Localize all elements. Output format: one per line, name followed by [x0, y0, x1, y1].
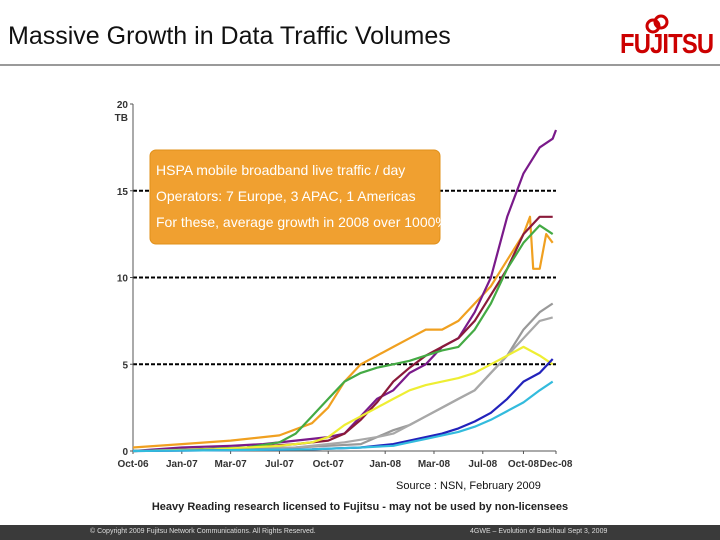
- series-lines: [132, 129, 558, 453]
- source-note: Source : NSN, February 2009: [396, 480, 541, 492]
- x-tick-label: Oct-08: [508, 459, 540, 470]
- x-tick-label: Jan-08: [369, 459, 401, 470]
- x-tick-label: Jul-07: [265, 459, 294, 470]
- series-line: [132, 215, 553, 453]
- license-note: Heavy Reading research licensed to Fujit…: [151, 501, 569, 513]
- series-line: [132, 224, 554, 453]
- x-tick-label: Oct-07: [313, 459, 345, 470]
- callout-box: HSPA mobile broadband live traffic / day…: [149, 149, 448, 245]
- series-line: [132, 302, 554, 453]
- x-tick-label: Mar-08: [418, 459, 451, 470]
- y-tick-label: 0: [122, 447, 128, 458]
- x-tick-label: Jan-07: [166, 459, 198, 470]
- footer-event: 4GWE – Evolution of Backhaul Sept 3, 200…: [470, 528, 608, 535]
- logo-wordmark: FUJITSU: [620, 28, 714, 59]
- callout-line: For these, average growth in 2008 over 1…: [156, 214, 448, 230]
- callout-line: Operators: 7 Europe, 3 APAC, 1 Americas: [156, 188, 416, 204]
- series-line: [132, 380, 554, 453]
- series-line: [132, 316, 553, 453]
- callout-line: HSPA mobile broadband live traffic / day: [156, 162, 405, 178]
- slide-title: Massive Growth in Data Traffic Volumes: [8, 22, 451, 50]
- y-tick-label: 20: [117, 100, 129, 111]
- infinity-mark-icon: [645, 14, 669, 34]
- footer-bar: © Copyright 2009 Fujitsu Network Communi…: [0, 525, 720, 540]
- x-tick-label: Mar-07: [214, 459, 247, 470]
- title-divider: [0, 64, 720, 66]
- y-tick-label: 15: [117, 187, 129, 198]
- series-line: [132, 345, 554, 453]
- y-unit-label: TB: [115, 113, 128, 124]
- callout-background: [149, 149, 441, 245]
- y-tick-label: 5: [122, 360, 128, 371]
- fujitsu-logo: FUJITSU: [620, 14, 714, 64]
- x-tick-label: Dec-08: [540, 459, 573, 470]
- y-tick-label: 10: [117, 274, 129, 285]
- footer-copyright: © Copyright 2009 Fujitsu Network Communi…: [90, 528, 316, 535]
- x-tick-label: Jul-08: [468, 459, 497, 470]
- x-tick-label: Oct-06: [117, 459, 149, 470]
